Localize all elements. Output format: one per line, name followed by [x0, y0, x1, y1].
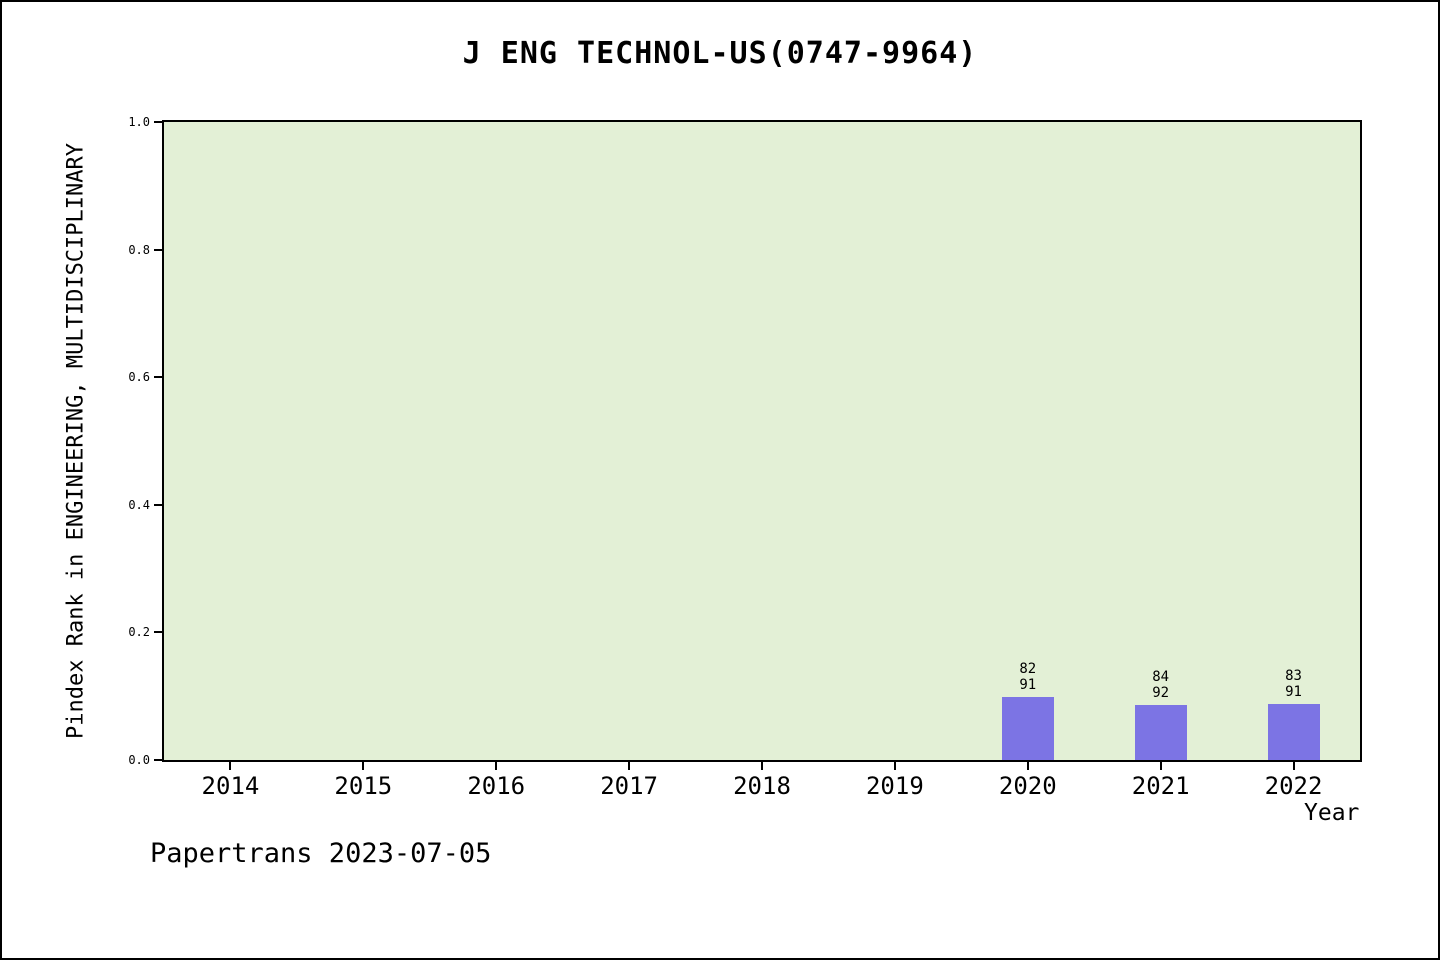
y-tick-label: 0.6	[128, 370, 150, 385]
y-tick-label: 0.0	[128, 753, 150, 767]
bar-annotation-2021: 84 92	[1152, 668, 1170, 701]
x-tick-label: 2021	[1131, 772, 1190, 800]
y-tick-label: 1.0	[128, 115, 150, 129]
y-tick-mark	[154, 631, 162, 634]
y-tick-label: 0.4	[128, 497, 150, 512]
x-tick-mark	[495, 762, 498, 770]
x-axis-label: Year	[1304, 800, 1360, 826]
y-tick-mark	[154, 759, 162, 761]
chart-title: J ENG TECHNOL-US(0747-9964)	[462, 36, 978, 71]
y-tick-mark	[154, 121, 162, 123]
y-tick-mark	[154, 248, 162, 251]
y-tick-mark	[154, 376, 162, 379]
y-tick-label: 0.2	[128, 625, 150, 640]
x-tick-mark	[1292, 762, 1295, 770]
y-tick-mark	[154, 503, 162, 506]
x-tick-label: 2014	[201, 772, 260, 800]
bar-annotation-2022: 83 91	[1285, 667, 1302, 700]
x-tick-label: 2015	[334, 772, 393, 800]
bar-annotation-2020: 82 91	[1019, 660, 1037, 693]
x-tick-mark	[893, 762, 896, 770]
x-tick-mark	[229, 762, 232, 770]
bar-2020	[1001, 696, 1054, 760]
y-axis-label: Pindex Rank in ENGINEERING, MULTIDISCIPL…	[63, 142, 89, 740]
x-tick-label: 2020	[998, 772, 1057, 800]
x-tick-mark	[1159, 762, 1162, 770]
x-tick-label: 2018	[733, 772, 791, 800]
bar-2021	[1134, 704, 1187, 760]
x-tick-mark	[362, 762, 365, 770]
x-tick-mark	[628, 762, 631, 770]
x-tick-mark	[1026, 762, 1029, 770]
y-tick-label: 0.8	[128, 242, 150, 257]
plot-area: 0.0 0.2 0.4 0.6 0.8 1.0 2014 2015 2016 2017 2018 20…	[128, 115, 1362, 800]
watermark-text: Papertrans 2023-07-05	[150, 838, 492, 869]
x-tick-label: 2019	[865, 772, 924, 800]
x-tick-label: 2016	[467, 772, 526, 800]
x-tick-label: 2017	[600, 772, 659, 800]
x-tick-mark	[761, 762, 763, 770]
bar-2022	[1267, 703, 1320, 760]
x-tick-label: 2022	[1264, 772, 1323, 800]
